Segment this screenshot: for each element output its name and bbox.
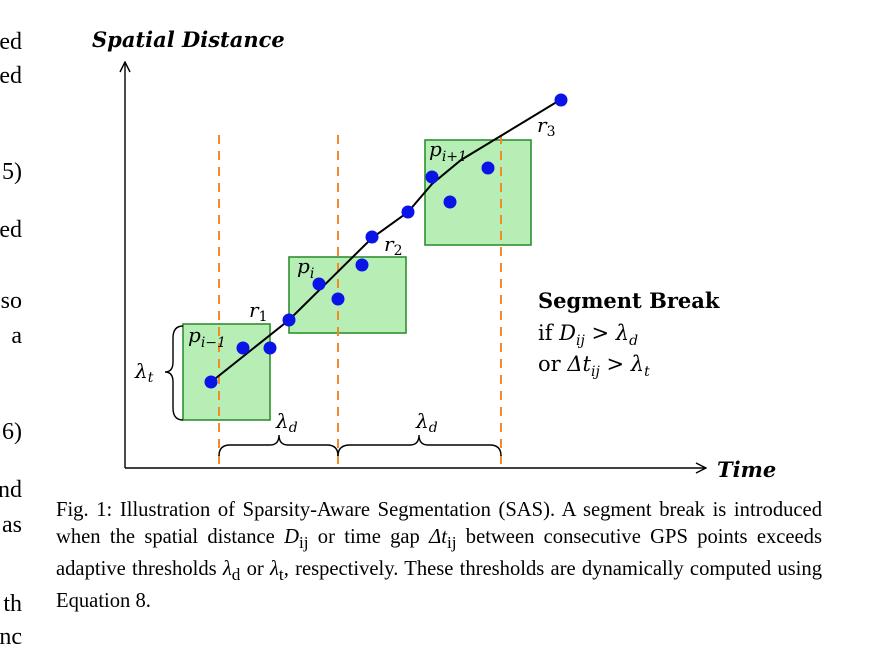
margin-fragment: as — [2, 512, 22, 538]
x-axis-label: Time — [717, 457, 776, 482]
lambda-t-label: λt — [134, 359, 154, 386]
gps-point — [481, 161, 495, 175]
box-label-prev: pi−1 — [188, 323, 226, 351]
margin-fragment: ed — [0, 217, 22, 243]
gps-point — [263, 341, 277, 355]
segment-box-prev — [182, 323, 271, 421]
margin-fragment: a — [11, 323, 22, 349]
lambda-d-brace — [218, 434, 339, 457]
margin-fragment: nc — [0, 624, 22, 650]
gps-point — [312, 277, 326, 291]
margin-fragment: ed — [0, 29, 22, 55]
gps-point — [204, 375, 218, 389]
margin-fragment: ed — [0, 63, 22, 89]
lambda-d-brace — [337, 434, 502, 457]
line-label-r1: r1 — [249, 298, 267, 325]
margin-fragment: 5) — [2, 159, 22, 185]
lambda-t-brace — [164, 325, 184, 421]
segment-break-condition-1: if Dij > λd — [538, 321, 638, 349]
margin-fragment: th — [3, 591, 22, 617]
gps-point — [355, 258, 369, 272]
lambda-d-label: λd — [415, 409, 438, 436]
box-label-next: pi+1 — [429, 137, 467, 165]
line-label-r2: r2 — [384, 232, 402, 259]
gps-point — [236, 341, 250, 355]
margin-fragment: so — [0, 288, 22, 314]
margin-fragment: 6) — [2, 419, 22, 445]
gps-point — [331, 292, 345, 306]
gps-point — [365, 230, 379, 244]
gps-point — [554, 93, 568, 107]
box-label-current: pi — [297, 254, 314, 282]
y-axis-label: Spatial Distance — [92, 27, 285, 52]
gps-points — [204, 93, 568, 389]
gps-point — [425, 170, 439, 184]
segment-break-title: Segment Break — [538, 288, 720, 313]
line-label-r3: r3 — [537, 113, 555, 140]
segment-box-current — [288, 256, 407, 334]
segment-box-next — [424, 139, 532, 246]
gps-point — [443, 195, 457, 209]
segment-break-condition-2: or Δtij > λt — [538, 352, 650, 380]
gps-point — [401, 205, 415, 219]
figure-caption: Fig. 1: Illustration of Sparsity-Aware S… — [56, 499, 822, 613]
margin-fragment: nd — [0, 477, 22, 503]
lambda-d-label: λd — [275, 409, 298, 436]
gps-point — [282, 313, 296, 327]
sas-figure: Spatial Distance Time pi−1 pi pi+1 r1 r2… — [92, 27, 776, 482]
